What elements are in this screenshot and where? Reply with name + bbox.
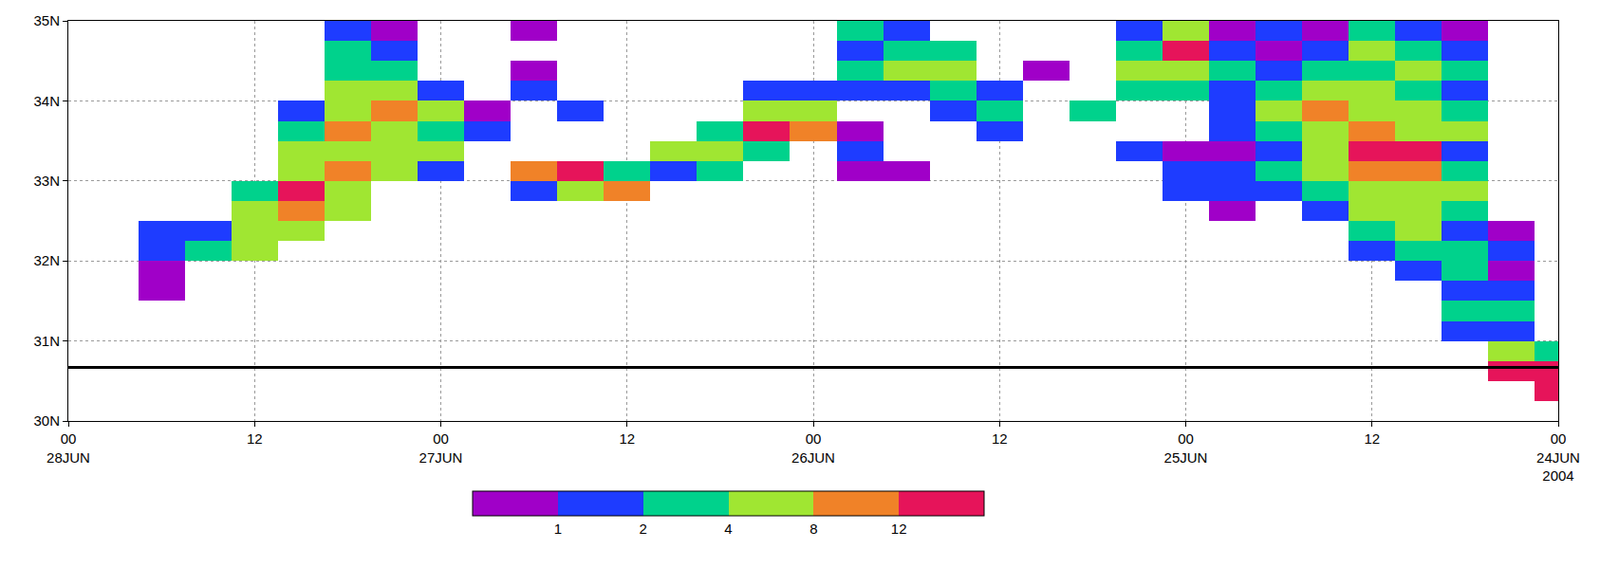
svg-text:1: 1 bbox=[554, 520, 562, 538]
svg-text:12: 12 bbox=[246, 430, 263, 447]
svg-text:12: 12 bbox=[891, 520, 908, 538]
svg-text:0028JUN: 0028JUN bbox=[46, 430, 91, 466]
svg-text:30N: 30N bbox=[33, 412, 60, 429]
svg-text:31N: 31N bbox=[33, 333, 60, 350]
svg-text:0024JUN2004: 0024JUN2004 bbox=[1536, 430, 1581, 484]
svg-text:12: 12 bbox=[618, 430, 635, 447]
svg-text:8: 8 bbox=[809, 520, 818, 538]
svg-text:33N: 33N bbox=[33, 172, 60, 189]
svg-text:35N: 35N bbox=[33, 12, 60, 29]
svg-text:0027JUN: 0027JUN bbox=[419, 430, 464, 466]
svg-text:2: 2 bbox=[639, 520, 648, 538]
svg-text:4: 4 bbox=[724, 520, 732, 538]
svg-text:12: 12 bbox=[1363, 430, 1380, 447]
svg-text:34N: 34N bbox=[33, 93, 60, 110]
svg-text:12: 12 bbox=[991, 430, 1008, 447]
svg-text:32N: 32N bbox=[33, 252, 60, 269]
svg-text:0025JUN: 0025JUN bbox=[1164, 430, 1209, 466]
svg-text:0026JUN: 0026JUN bbox=[791, 430, 836, 466]
